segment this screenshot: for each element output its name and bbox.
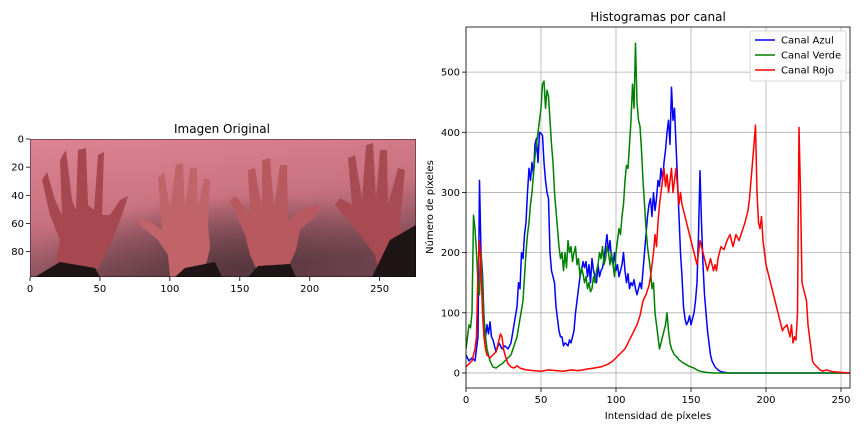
image-y-tick-label-0: 0 [18,135,24,146]
image-x-tick-label-3: 150 [230,284,249,295]
x-tick-label-0: 0 [463,395,469,406]
series-line-canal-verde [466,42,850,374]
image-panel: Imagen Original [11,122,416,295]
image-y-axis: 0 20 40 60 80 [11,135,30,258]
hand-4 [335,143,416,277]
series-line-canal-azul [466,86,850,374]
legend-box [749,30,847,82]
chart-title: Histogramas por canal [590,10,726,24]
y-tick-label-0: 0 [454,368,460,379]
y-tick-label-3: 300 [441,188,460,199]
image-y-tick-label-4: 80 [11,247,24,258]
series-line-canal-rojo [466,124,850,374]
image-x-tick-label-0: 0 [27,284,33,295]
x-axis-label: Intensidad de píxeles [605,410,711,422]
image-title: Imagen Original [174,122,270,136]
image-y-tick-label-2: 40 [11,191,24,202]
legend-label-canal-rojo: Canal Rojo [781,66,834,77]
x-tick-label-3: 150 [681,395,700,406]
y-tick-label-2: 200 [441,248,460,259]
image-x-axis: 0 50 100 150 200 250 [27,277,389,295]
y-axis-label: Número de píxeles [424,160,436,254]
y-axis: 0 100 200 300 400 500 [441,68,466,379]
legend-label-canal-azul: Canal Azul [781,36,834,47]
y-tick-label-5: 500 [441,68,460,79]
image-y-tick-label-1: 20 [11,163,24,174]
y-tick-label-1: 100 [441,308,460,319]
y-tick-label-4: 400 [441,128,460,139]
x-tick-label-1: 50 [535,395,548,406]
x-axis: 0 50 100 150 200 250 [463,388,851,406]
hands-image [30,139,416,277]
image-x-tick-label-5: 250 [370,284,389,295]
legend-label-canal-verde: Canal Verde [781,51,841,62]
x-tick-label-4: 200 [756,395,775,406]
hand-2 [138,163,222,277]
image-x-tick-label-1: 50 [94,284,107,295]
image-y-tick-label-3: 60 [11,219,24,230]
image-x-tick-label-4: 200 [300,284,319,295]
x-tick-label-5: 250 [831,395,850,406]
hand-3 [230,158,320,277]
x-tick-label-2: 100 [606,395,625,406]
histogram-chart: Histogramas por canal 0 50 100 150 200 250 0 1… [424,10,851,422]
hand-1 [35,148,128,277]
image-x-tick-label-2: 100 [160,284,179,295]
legend: Canal Azul Canal Verde Canal Rojo [749,30,847,82]
series-layer [466,42,850,374]
